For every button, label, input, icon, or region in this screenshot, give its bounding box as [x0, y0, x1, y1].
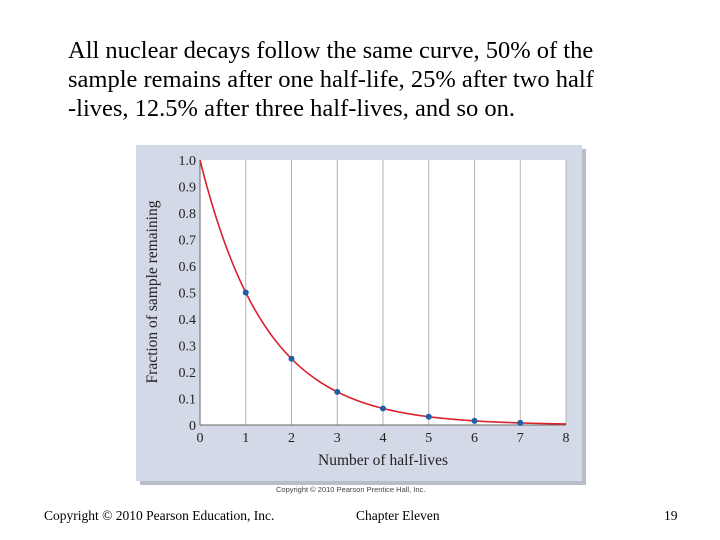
- data-point: [288, 355, 295, 362]
- y-axis-label: Fraction of sample remaining: [144, 200, 161, 383]
- grid: [245, 160, 567, 425]
- y-tick-label: 0: [189, 419, 196, 434]
- x-tick-label: 4: [380, 431, 387, 446]
- caption-line-2: sample remains after one half-life, 25% …: [68, 66, 594, 93]
- y-tick-label: 1.0: [179, 154, 197, 169]
- x-tick-label: 5: [425, 431, 432, 446]
- data-point: [242, 289, 249, 296]
- data-markers: [242, 289, 524, 426]
- y-tick-label: 0.1: [179, 393, 197, 408]
- data-point: [334, 388, 341, 395]
- x-tick-label: 1: [242, 431, 249, 446]
- y-tick-label: 0.8: [179, 207, 197, 222]
- y-tick-label: 0.9: [179, 181, 197, 196]
- footer-chapter: Chapter Eleven: [356, 508, 440, 523]
- x-tick-label: 6: [471, 431, 478, 446]
- y-tick-label: 0.3: [179, 340, 197, 355]
- tick-labels: 0 1 2 3 4 5 6 7 8 0 0.1 0.2 0.3 0.4 0.5 0.6 0.7 0.8 0.9 1.0: [179, 154, 570, 446]
- footer-copyright: Copyright © 2010 Pearson Education, Inc.: [44, 508, 275, 523]
- footer-page-number: 19: [664, 508, 678, 523]
- y-tick-label: 0.7: [179, 234, 197, 249]
- slide-caption: All nuclear decays follow the same curve…: [68, 36, 688, 123]
- x-axis-label: Number of half-lives: [318, 452, 448, 469]
- data-point: [517, 419, 524, 426]
- y-tick-label: 0.5: [179, 287, 197, 302]
- figure-credit: Copyright © 2010 Pearson Prentice Hall, …: [276, 485, 426, 494]
- caption-line-3: -lives, 12.5% after three half-lives, an…: [68, 95, 515, 122]
- data-point: [380, 405, 386, 412]
- x-tick-label: 0: [197, 431, 204, 446]
- x-tick-label: 2: [288, 431, 295, 446]
- x-tick-label: 7: [517, 431, 524, 446]
- y-tick-label: 0.4: [179, 313, 197, 328]
- axes: [199, 160, 566, 426]
- y-tick-label: 0.2: [179, 366, 197, 381]
- data-point: [425, 413, 432, 420]
- y-tick-label: 0.6: [179, 260, 197, 275]
- x-tick-label: 8: [563, 431, 570, 446]
- caption-line-1: All nuclear decays follow the same curve…: [68, 37, 594, 64]
- x-tick-label: 3: [334, 431, 341, 446]
- data-point: [471, 417, 478, 424]
